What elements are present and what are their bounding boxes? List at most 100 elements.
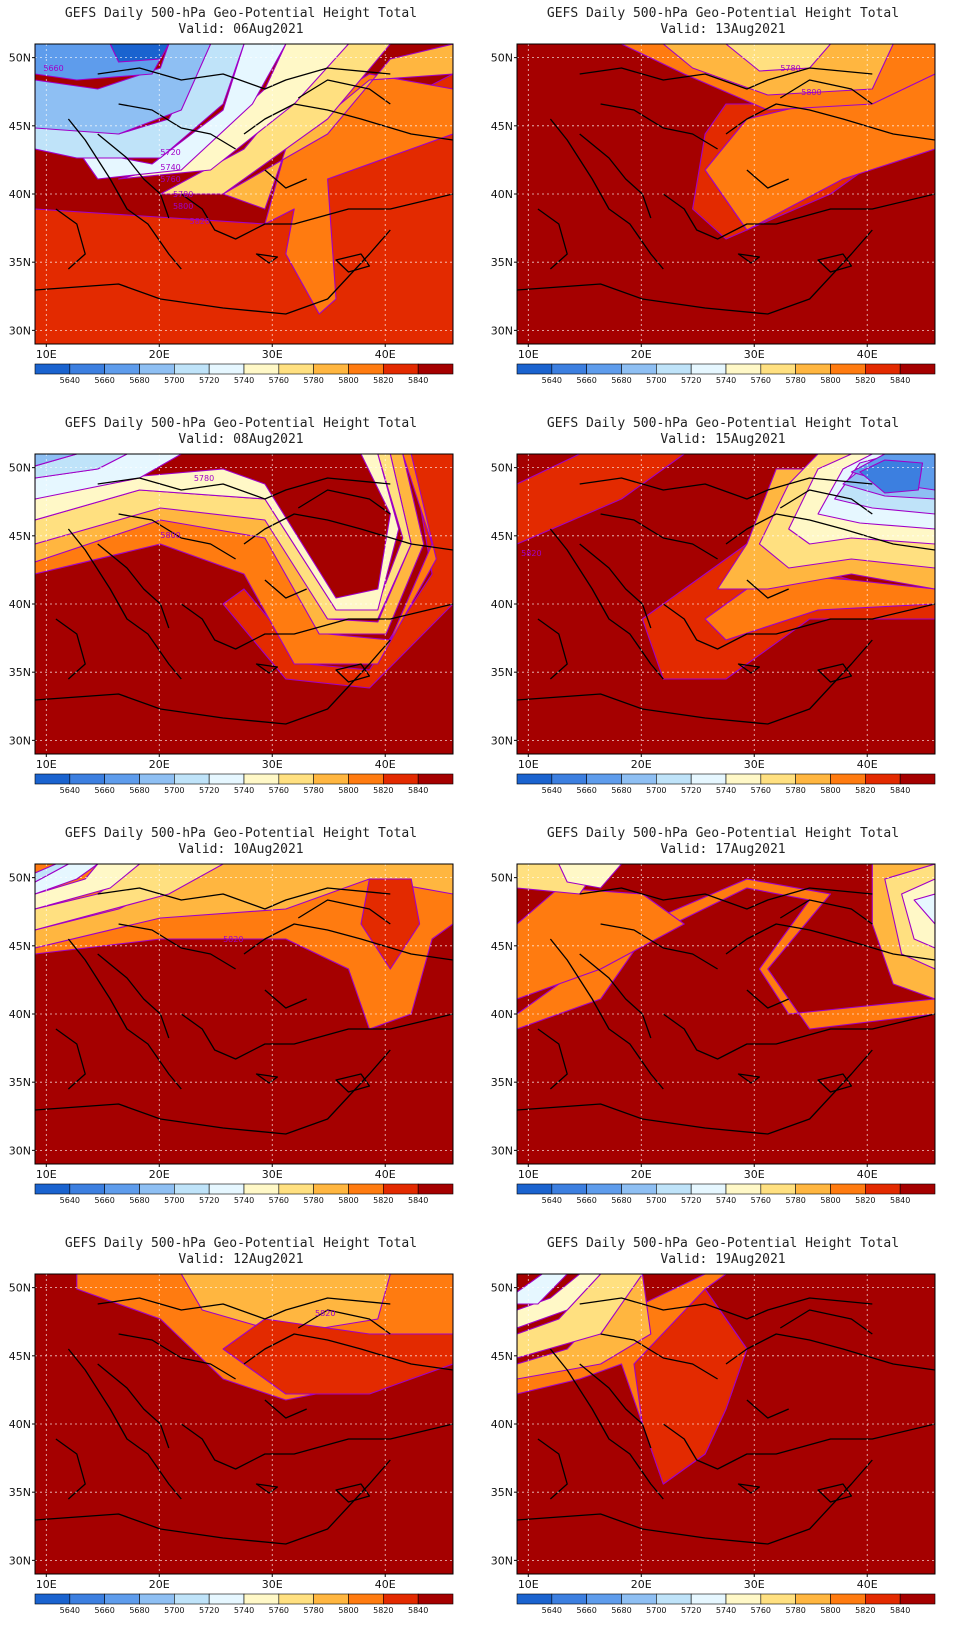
colorbar-swatch <box>516 1593 553 1605</box>
height-field <box>35 864 453 1164</box>
lat-tick-label: 30N <box>491 1554 513 1567</box>
panel-valid-date: Valid: 12Aug2021 <box>178 1252 304 1267</box>
lon-tick-label: 20E <box>149 1168 170 1181</box>
lon-tick-label: 40E <box>857 758 878 771</box>
colorbar-swatch <box>656 1183 692 1195</box>
lat-tick-label: 45N <box>9 1350 31 1363</box>
coastline <box>97 1363 170 1449</box>
coastline <box>817 1483 853 1503</box>
map-panel: GEFS Daily 500-hPa Geo-Potential Height … <box>482 1230 964 1640</box>
graticule <box>35 1274 453 1574</box>
contour-band <box>35 454 78 467</box>
colorbar-label: 5720 <box>681 376 701 385</box>
coastline <box>118 1333 236 1380</box>
contour-label: 5660 <box>43 64 63 73</box>
contour-label: 5720 <box>160 148 180 157</box>
lon-tick-label: 30E <box>262 1168 283 1181</box>
colorbar-label: 5740 <box>234 376 254 385</box>
colorbar-swatch <box>417 1183 454 1195</box>
coastline <box>737 1483 761 1494</box>
lat-tick-label: 50N <box>491 52 513 65</box>
colorbar-label: 5640 <box>60 1606 80 1615</box>
height-field <box>35 44 453 344</box>
coastline <box>549 528 664 680</box>
colorbar-swatch <box>586 363 622 375</box>
coastline <box>579 1363 652 1449</box>
graticule <box>517 44 935 344</box>
lat-tick-label: 30N <box>491 1144 513 1157</box>
colorbar-label: 5720 <box>199 1606 219 1615</box>
colorbar-label: 5840 <box>890 1196 910 1205</box>
lon-tick-label: 20E <box>631 1168 652 1181</box>
colorbar-label: 5780 <box>303 1606 323 1615</box>
contour-band <box>517 454 685 545</box>
colorbar-label: 5680 <box>129 786 149 795</box>
colorbar-swatch <box>174 1593 210 1605</box>
map-svg: 5820 30N 35N 40N 45N 50N 10E 20E 30E 40E 5640 5660 5… <box>9 1273 454 1615</box>
coastline <box>579 1297 873 1320</box>
coastline <box>180 603 453 650</box>
coastline <box>517 229 873 315</box>
coastline <box>255 253 279 264</box>
colorbar-label: 5700 <box>646 376 666 385</box>
colorbar-label: 5680 <box>129 376 149 385</box>
colorbar-label: 5640 <box>542 786 562 795</box>
panel-title: GEFS Daily 500-hPa Geo-Potential Height … <box>64 416 418 431</box>
lon-tick-label: 10E <box>518 348 539 361</box>
colorbar-swatch <box>174 363 210 375</box>
lat-tick-label: 45N <box>9 530 31 543</box>
colorbar-label: 5800 <box>338 786 358 795</box>
lat-tick-label: 50N <box>9 462 31 475</box>
coastline <box>67 938 182 1090</box>
coastline <box>180 1423 453 1470</box>
lon-tick-label: 20E <box>149 758 170 771</box>
colorbar-label: 5740 <box>716 786 736 795</box>
colorbar-swatch <box>69 773 105 785</box>
colorbar-label: 5800 <box>338 1196 358 1205</box>
contour-label: 5800 <box>801 88 821 97</box>
lat-tick-label: 45N <box>491 120 513 133</box>
colorbar-swatch <box>865 1593 901 1605</box>
colorbar-label: 5660 <box>576 1606 596 1615</box>
colorbar-swatch <box>208 1183 245 1195</box>
lon-tick-label: 20E <box>149 348 170 361</box>
contour-band <box>35 864 141 910</box>
lon-tick-label: 40E <box>857 348 878 361</box>
colorbar-label: 5700 <box>164 376 184 385</box>
graticule <box>35 44 453 344</box>
colorbar-swatch <box>104 1183 140 1195</box>
colorbar-swatch <box>313 1593 349 1605</box>
colorbar-swatch <box>34 1593 71 1605</box>
coastline <box>537 208 568 270</box>
contour-band <box>35 454 400 611</box>
coastline <box>335 663 371 683</box>
coastline <box>662 1013 935 1060</box>
lat-tick-label: 45N <box>9 940 31 953</box>
lon-tick-label: 40E <box>375 1168 396 1181</box>
colorbar-swatch <box>830 1183 866 1195</box>
coastline <box>662 1423 935 1470</box>
contour-label: 5740 <box>160 163 180 172</box>
colorbar-swatch <box>69 363 105 375</box>
colorbar-label: 5780 <box>785 376 805 385</box>
colorbar-swatch <box>174 1183 210 1195</box>
colorbar-swatch <box>69 1183 105 1195</box>
panel-title: GEFS Daily 500-hPa Geo-Potential Height … <box>64 1236 418 1251</box>
colorbar-swatch <box>760 773 796 785</box>
colorbar-label: 5780 <box>785 786 805 795</box>
colorbar-swatch <box>313 1183 349 1195</box>
colorbar-swatch <box>690 1183 727 1195</box>
map-svg: 30N 35N 40N 45N 50N 10E 20E 30E 40E 5640 5660 5680 5… <box>491 863 936 1205</box>
colorbar-swatch <box>725 1183 762 1195</box>
contour-label: 5820 <box>190 217 210 226</box>
colorbar-label: 5840 <box>408 786 428 795</box>
lat-tick-label: 45N <box>491 530 513 543</box>
coastline <box>118 923 236 970</box>
coastline <box>297 489 391 515</box>
coastline <box>297 899 391 925</box>
lat-tick-label: 35N <box>491 1076 513 1089</box>
coastline <box>662 193 935 240</box>
colorbar-label: 5840 <box>890 376 910 385</box>
coastline <box>55 208 86 270</box>
